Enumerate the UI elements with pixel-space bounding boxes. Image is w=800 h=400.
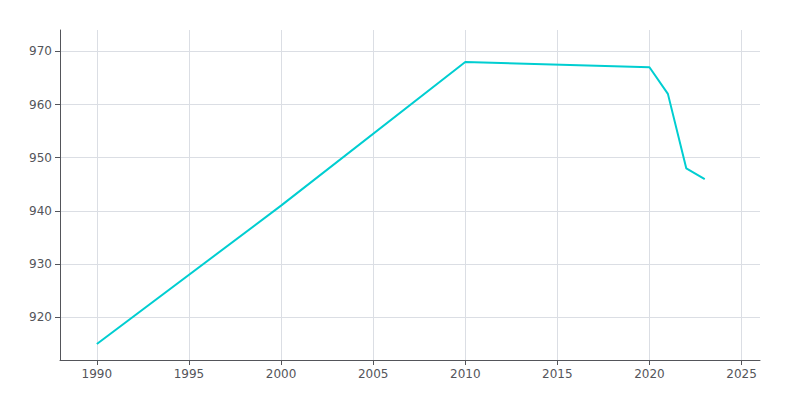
svg-text:2015: 2015 (542, 367, 573, 381)
svg-text:1995: 1995 (174, 367, 205, 381)
svg-text:950: 950 (29, 151, 52, 165)
svg-text:960: 960 (29, 98, 52, 112)
svg-text:2025: 2025 (726, 367, 757, 381)
svg-text:2010: 2010 (450, 367, 481, 381)
svg-text:1990: 1990 (82, 367, 113, 381)
svg-text:970: 970 (29, 44, 52, 58)
svg-text:920: 920 (29, 310, 52, 324)
svg-text:2005: 2005 (358, 367, 389, 381)
svg-text:940: 940 (29, 204, 52, 218)
svg-text:930: 930 (29, 257, 52, 271)
svg-text:2000: 2000 (266, 367, 297, 381)
svg-text:2020: 2020 (634, 367, 665, 381)
